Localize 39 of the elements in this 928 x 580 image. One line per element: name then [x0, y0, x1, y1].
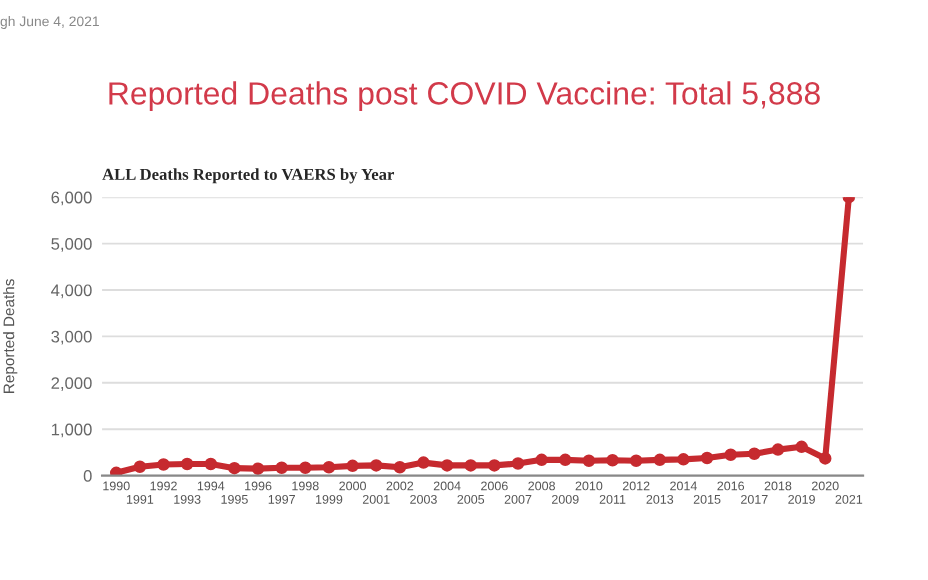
point — [818, 452, 832, 465]
point — [346, 459, 359, 473]
y-tick-label: 1,000 — [51, 423, 92, 438]
point — [629, 454, 643, 467]
point — [180, 457, 194, 471]
point — [748, 447, 761, 461]
point — [299, 461, 312, 474]
y-tick-label: 2,000 — [51, 377, 92, 391]
chart-subtitle: ALL Deaths Reported to VAERS by Year — [102, 168, 395, 184]
point — [133, 460, 147, 474]
y-tick-label: 6,000 — [51, 191, 92, 206]
point — [417, 456, 430, 469]
point — [275, 461, 288, 474]
point — [393, 461, 407, 474]
point — [440, 459, 454, 472]
point — [228, 461, 241, 475]
y-tick-label: 3,000 — [51, 330, 92, 345]
point — [653, 453, 667, 467]
point — [488, 459, 501, 472]
point — [559, 453, 572, 467]
point — [204, 457, 218, 471]
point — [606, 454, 619, 467]
point — [251, 462, 265, 475]
point — [677, 453, 690, 466]
point — [700, 451, 714, 465]
y-tick-label: 0 — [83, 470, 92, 482]
point — [511, 457, 525, 470]
point — [157, 458, 170, 471]
point — [369, 459, 383, 472]
y-tick-label: 5,000 — [51, 238, 92, 252]
point — [771, 443, 785, 456]
chart-title: Reported Deaths post COVID Vaccine: Total 5,888 — [109, 81, 820, 112]
point — [724, 448, 737, 461]
point — [322, 461, 336, 474]
point — [582, 454, 596, 467]
point — [535, 453, 548, 467]
point — [464, 459, 477, 472]
y-tick-label: 4,000 — [51, 284, 92, 299]
point — [795, 440, 808, 454]
